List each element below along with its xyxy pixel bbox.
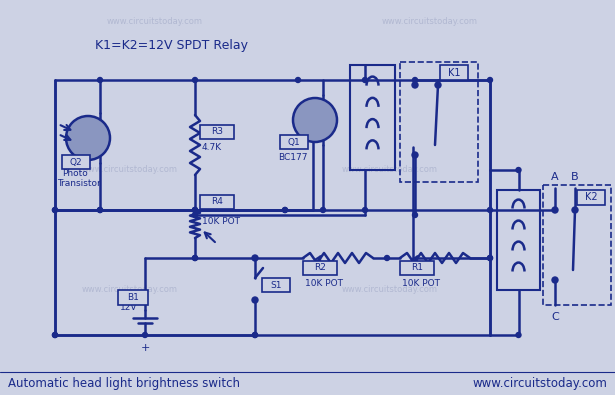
Text: K1: K1	[448, 68, 460, 77]
Circle shape	[552, 207, 558, 213]
Circle shape	[52, 207, 57, 213]
Circle shape	[98, 77, 103, 83]
Circle shape	[192, 256, 197, 260]
Bar	[350, 65, 395, 170]
Bar	[303, 261, 337, 275]
Circle shape	[192, 207, 197, 213]
Circle shape	[435, 82, 441, 88]
Circle shape	[320, 207, 325, 213]
Circle shape	[488, 207, 493, 213]
Circle shape	[412, 152, 418, 158]
Circle shape	[552, 277, 558, 283]
Circle shape	[488, 256, 493, 260]
Circle shape	[252, 255, 258, 261]
Circle shape	[52, 207, 57, 213]
Text: www.circuitstoday.com: www.circuitstoday.com	[342, 166, 438, 175]
Circle shape	[143, 333, 148, 337]
Text: B: B	[571, 172, 579, 182]
Circle shape	[572, 207, 578, 213]
Bar	[280, 135, 308, 149]
Circle shape	[98, 207, 103, 213]
Circle shape	[192, 213, 197, 218]
Circle shape	[192, 207, 197, 213]
Text: Automatic head light brightness switch: Automatic head light brightness switch	[8, 378, 240, 391]
Text: www.circuitstoday.com: www.circuitstoday.com	[472, 378, 607, 391]
Bar	[62, 155, 90, 169]
Circle shape	[192, 77, 197, 83]
Text: www.circuitstoday.com: www.circuitstoday.com	[82, 286, 178, 295]
Text: B1: B1	[127, 293, 139, 302]
Circle shape	[282, 207, 287, 213]
Circle shape	[362, 207, 368, 213]
Text: +: +	[140, 343, 149, 353]
Circle shape	[488, 77, 493, 83]
Text: Q2: Q2	[69, 158, 82, 167]
Circle shape	[516, 333, 521, 337]
Text: BC177: BC177	[278, 154, 308, 162]
Text: K1=K2=12V SPDT Relay: K1=K2=12V SPDT Relay	[95, 38, 248, 51]
Circle shape	[253, 333, 258, 337]
Bar	[497, 190, 540, 290]
Bar	[200, 125, 234, 139]
Text: 4.7K: 4.7K	[202, 143, 222, 152]
Text: R3: R3	[211, 128, 223, 137]
Circle shape	[412, 82, 418, 88]
Circle shape	[413, 77, 418, 83]
Circle shape	[66, 116, 110, 160]
Circle shape	[293, 98, 337, 142]
Bar	[577, 190, 605, 205]
Text: 10K POT: 10K POT	[402, 278, 440, 288]
Text: www.circuitstoday.com: www.circuitstoday.com	[342, 286, 438, 295]
Text: C: C	[551, 312, 559, 322]
Circle shape	[282, 207, 287, 213]
Bar	[543, 185, 611, 305]
Bar	[262, 278, 290, 292]
Text: Transistor: Transistor	[57, 179, 101, 188]
Bar	[118, 290, 148, 305]
Circle shape	[252, 297, 258, 303]
Circle shape	[253, 333, 258, 337]
Text: 10K POT: 10K POT	[202, 218, 240, 226]
Text: S1: S1	[270, 280, 282, 290]
Text: K2: K2	[585, 192, 597, 203]
Circle shape	[488, 256, 493, 260]
Text: A: A	[551, 172, 559, 182]
Text: 10K POT: 10K POT	[305, 278, 343, 288]
Circle shape	[192, 256, 197, 260]
Circle shape	[192, 207, 197, 213]
Bar	[440, 65, 468, 80]
Text: R1: R1	[411, 263, 423, 273]
Circle shape	[413, 213, 418, 218]
Circle shape	[295, 77, 301, 83]
Circle shape	[98, 207, 103, 213]
Circle shape	[52, 333, 57, 337]
Text: 12V: 12V	[120, 303, 138, 312]
Text: Photo: Photo	[62, 169, 88, 179]
Bar	[400, 62, 478, 182]
Text: www.circuitstoday.com: www.circuitstoday.com	[107, 17, 203, 26]
Text: www.circuitstoday.com: www.circuitstoday.com	[382, 17, 478, 26]
Bar	[200, 195, 234, 209]
Circle shape	[516, 167, 521, 173]
Circle shape	[384, 256, 389, 260]
Circle shape	[52, 333, 57, 337]
Text: www.circuitstoday.com: www.circuitstoday.com	[82, 166, 178, 175]
Bar	[400, 261, 434, 275]
Text: Q1: Q1	[288, 137, 300, 147]
Text: R4: R4	[211, 198, 223, 207]
Text: R2: R2	[314, 263, 326, 273]
Circle shape	[362, 77, 368, 83]
